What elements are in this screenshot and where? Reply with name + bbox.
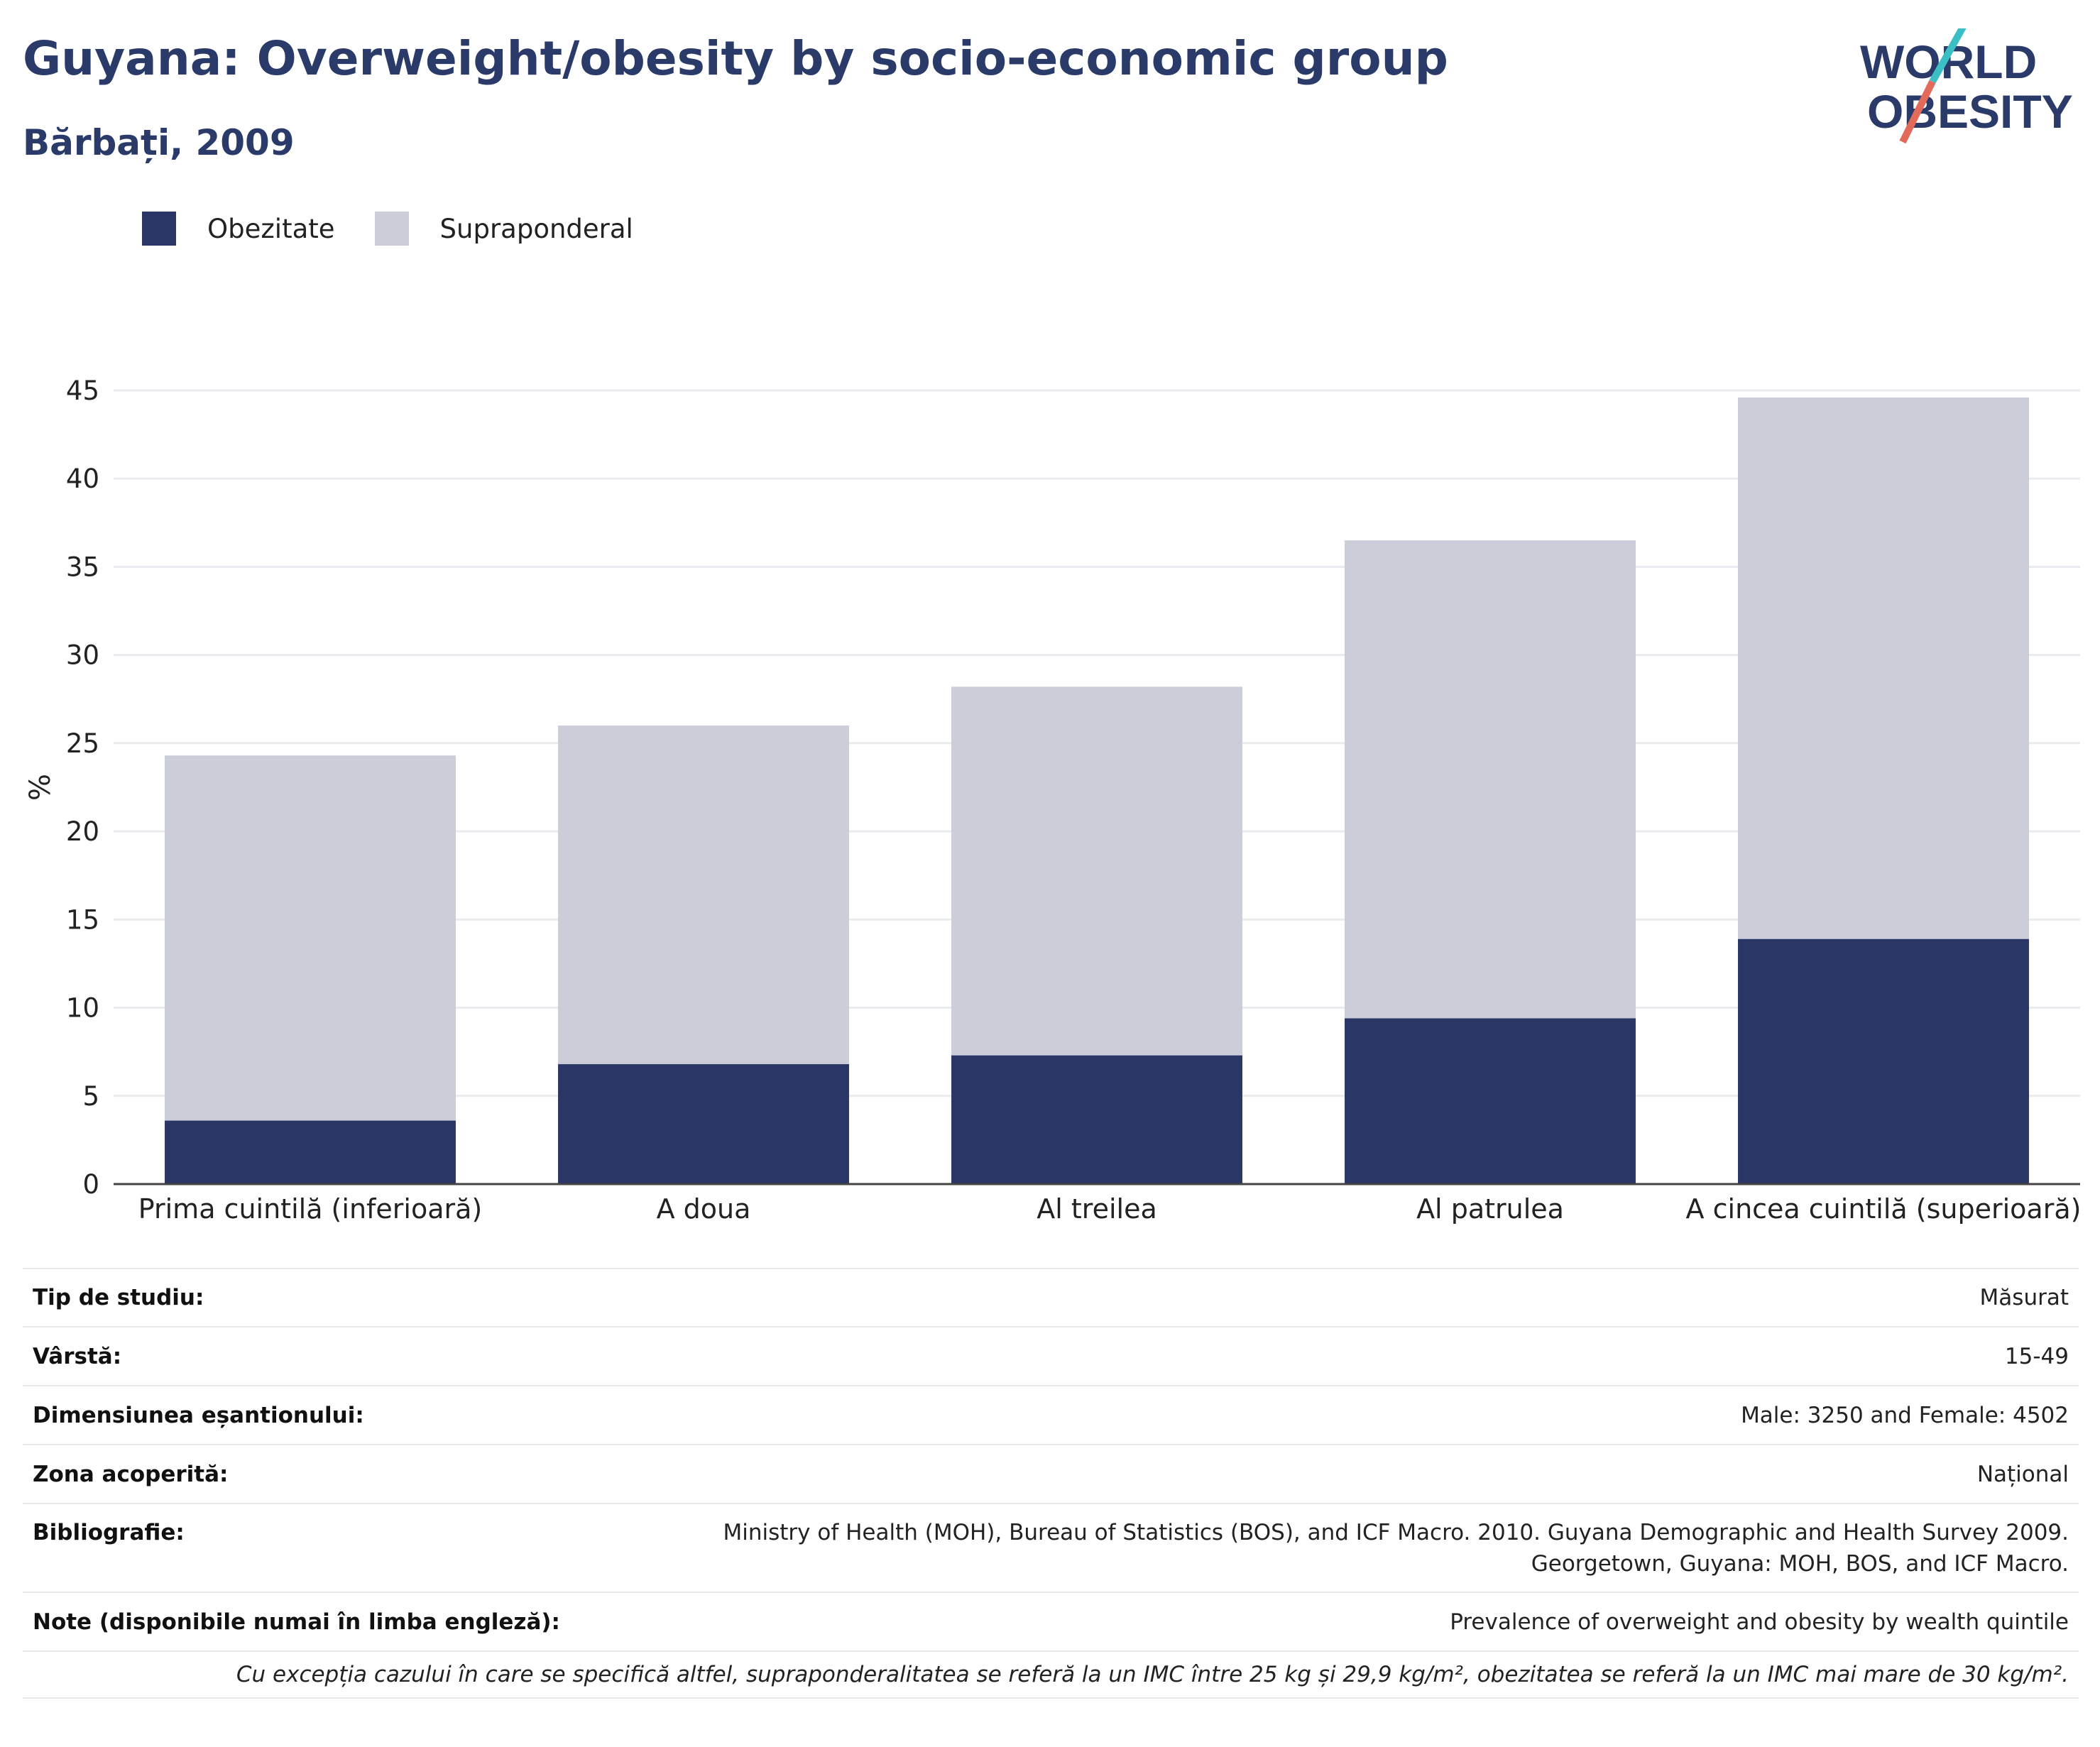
footnote: Cu excepția cazului în care se specifică…: [23, 1650, 2079, 1699]
meta-row-age: Vârstă: 15-49: [23, 1326, 2079, 1386]
meta-row-study-type: Tip de studiu: Măsurat: [23, 1268, 2079, 1327]
chart-title: Guyana: Overweight/obesity by socio-econ…: [23, 31, 1448, 86]
study-info-table: Tip de studiu: Măsurat Vârstă: 15-49 Dim…: [23, 1268, 2079, 1699]
legend-label-overweight: Supraponderal: [439, 213, 633, 244]
meta-value: Național: [639, 1444, 2079, 1504]
logo-slash-teal: [1929, 28, 1967, 84]
legend-item-overweight[interactable]: Supraponderal: [374, 212, 633, 246]
meta-row-sample-size: Dimensiunea eșantionului: Male: 3250 and…: [23, 1385, 2079, 1445]
bar-overweight: [165, 755, 456, 1121]
bar-obesity: [1345, 1018, 1636, 1184]
bar-obesity: [558, 1064, 849, 1184]
meta-value: Male: 3250 and Female: 4502: [639, 1385, 2079, 1445]
legend-item-obesity[interactable]: Obezitate: [142, 212, 335, 246]
y-tick-label: 0: [82, 1169, 99, 1200]
y-tick-label: 25: [66, 728, 99, 759]
y-tick-label: 45: [66, 376, 99, 406]
meta-value: Măsurat: [639, 1268, 2079, 1327]
y-axis-label: %: [24, 774, 57, 801]
meta-row-notes: Note (disponibile numai în limba engleză…: [23, 1592, 2079, 1651]
x-tick-label: A doua: [657, 1193, 751, 1225]
meta-value: Ministry of Health (MOH), Bureau of Stat…: [639, 1503, 2079, 1592]
meta-value: 15-49: [639, 1326, 2079, 1386]
chart-subtitle: Bărbați, 2009: [23, 122, 295, 163]
logo-slash-coral: [1899, 80, 1936, 144]
meta-key: Dimensiunea eșantionului:: [23, 1385, 640, 1445]
logo-word-world: WORLD: [1860, 35, 2037, 88]
legend-label-obesity: Obezitate: [207, 213, 335, 244]
world-obesity-logo: WORLD OBESITY: [1860, 28, 2073, 144]
legend-swatch-overweight: [374, 212, 409, 246]
meta-key: Zona acoperită:: [23, 1444, 640, 1504]
x-tick-label: A cincea cuintilă (superioară): [1686, 1193, 2082, 1225]
bar-obesity: [165, 1120, 456, 1184]
x-tick-label: Al treilea: [1037, 1193, 1156, 1225]
x-tick-label: Prima cuintilă (inferioară): [138, 1193, 482, 1225]
logo-word-obesity: OBESITY: [1867, 85, 2073, 138]
meta-key: Vârstă:: [23, 1326, 640, 1386]
y-tick-label: 10: [66, 993, 99, 1024]
meta-key: Note (disponibile numai în limba engleză…: [23, 1592, 640, 1651]
y-tick-label: 40: [66, 464, 99, 494]
meta-key: Bibliografie:: [23, 1503, 640, 1592]
y-tick-label: 30: [66, 640, 99, 671]
bar-obesity: [951, 1055, 1242, 1184]
y-tick-label: 35: [66, 552, 99, 582]
stacked-bar-chart: 0 5 10 15 20 25 30 35 40 45% Prima cuintilă (infer…: [24, 376, 2082, 1225]
meta-key: Tip de studiu:: [23, 1268, 640, 1327]
x-tick-label: Al patrulea: [1416, 1193, 1564, 1225]
y-tick-label: 15: [66, 904, 99, 935]
meta-row-footnote: Cu excepția cazului în care se specifică…: [23, 1650, 2079, 1699]
bar-overweight: [951, 686, 1242, 1056]
legend-swatch-obesity: [142, 212, 176, 246]
bar-obesity: [1738, 938, 2029, 1184]
meta-row-bibliography: Bibliografie: Ministry of Health (MOH), …: [23, 1503, 2079, 1592]
meta-row-area: Zona acoperită: Național: [23, 1444, 2079, 1504]
y-tick-label: 5: [82, 1081, 99, 1112]
chart-legend: Obezitate Supraponderal: [142, 210, 673, 247]
bar-overweight: [1738, 397, 2029, 939]
y-tick-label: 20: [66, 816, 99, 847]
bar-overweight: [558, 725, 849, 1065]
bar-overweight: [1345, 540, 1636, 1019]
meta-value: Prevalence of overweight and obesity by …: [639, 1592, 2079, 1651]
